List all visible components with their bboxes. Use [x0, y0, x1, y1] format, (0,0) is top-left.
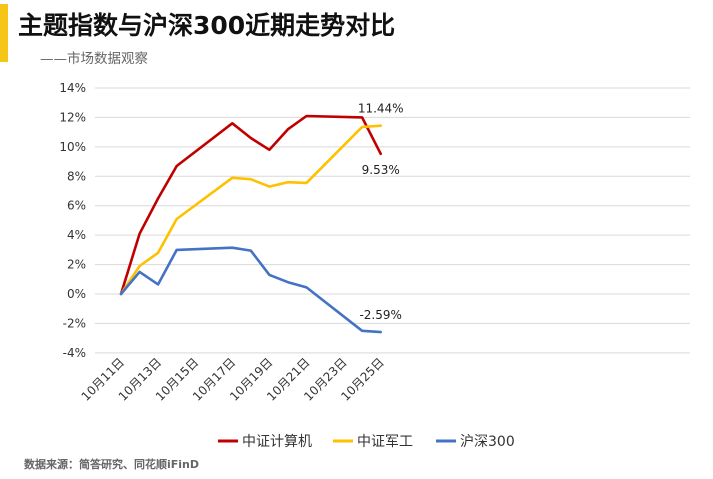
- series-line-1: [119, 114, 383, 296]
- chart-subtitle: ——市场数据观察: [40, 51, 148, 67]
- series-line-3: [119, 246, 383, 334]
- y-tick-label: 2%: [67, 258, 86, 272]
- title-accent-bar: [0, 4, 8, 62]
- chart-title: 主题指数与沪深300近期走势对比: [18, 11, 396, 40]
- y-tick-label: -4%: [63, 346, 86, 360]
- y-tick-label: 12%: [59, 110, 86, 124]
- y-tick-label: 10%: [59, 140, 86, 154]
- y-tick-label: 14%: [59, 81, 86, 95]
- y-tick-label: 8%: [67, 169, 86, 183]
- y-tick-label: -2%: [63, 316, 86, 330]
- data-source-note: 数据来源：简答研究、同花顺iFinD: [24, 458, 200, 471]
- end-data-label: -2.59%: [359, 308, 401, 322]
- legend-label: 中证军工: [357, 434, 413, 450]
- y-tick-label: 0%: [67, 287, 86, 301]
- end-data-label: 11.44%: [358, 102, 404, 116]
- y-tick-label: 4%: [67, 228, 86, 242]
- y-tick-label: 6%: [67, 199, 86, 213]
- legend-label: 中证计算机: [242, 434, 312, 450]
- series-line-2: [119, 124, 383, 296]
- end-data-label: 9.53%: [362, 163, 400, 177]
- legend-label: 沪深300: [460, 434, 515, 450]
